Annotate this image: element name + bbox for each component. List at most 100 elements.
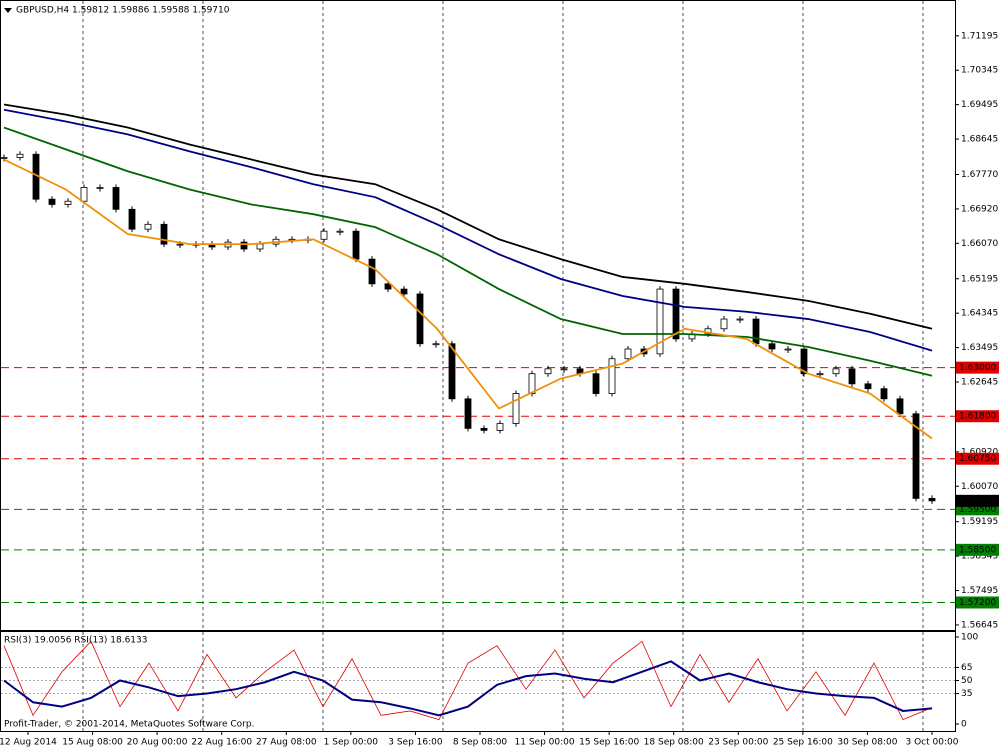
level-label: 1.61800 xyxy=(959,412,996,422)
candle xyxy=(896,398,904,415)
candle xyxy=(96,187,104,189)
candle xyxy=(64,200,72,205)
candle xyxy=(816,373,824,376)
candle xyxy=(144,223,152,230)
y-tick-label: 1.62645 xyxy=(961,378,998,388)
candle xyxy=(320,230,328,240)
level-label: 1.60750 xyxy=(959,454,996,464)
chart-title: GBPUSD,H4 1.59812 1.59886 1.59588 1.5971… xyxy=(16,6,230,16)
candle xyxy=(400,288,408,295)
y-tick-label: 50 xyxy=(961,676,973,686)
candle xyxy=(672,288,680,340)
candle xyxy=(624,348,632,360)
x-tick-label: 15 Sep 16:00 xyxy=(579,738,639,748)
level-label: 1.57200 xyxy=(959,598,996,608)
y-tick-label: 100 xyxy=(961,633,978,643)
y-tick-label: 1.60920 xyxy=(961,447,998,457)
candle xyxy=(880,388,888,400)
level-label: 1.63000 xyxy=(959,363,996,373)
candle xyxy=(752,318,760,345)
y-tick-label: 35 xyxy=(961,689,972,699)
candle xyxy=(416,293,424,345)
y-tick-label: 1.68645 xyxy=(961,135,998,145)
y-tick-label: 1.57495 xyxy=(961,586,998,596)
x-tick-label: 11 Sep 00:00 xyxy=(515,738,575,748)
candle xyxy=(592,373,600,394)
x-tick-label: 30 Sep 08:00 xyxy=(837,738,897,748)
x-tick-label: 12 Aug 2014 xyxy=(0,738,57,748)
level-tag xyxy=(956,361,999,374)
rsi-line xyxy=(3,660,933,717)
candle xyxy=(0,157,8,159)
copyright: Profit-Trader, © 2001-2014, MetaQuotes S… xyxy=(4,720,254,730)
candle xyxy=(432,343,440,346)
x-tick-label: 1 Sep 00:00 xyxy=(324,738,379,748)
x-tick-label: 27 Aug 08:00 xyxy=(256,738,317,748)
candle xyxy=(800,348,808,375)
menu-arrow xyxy=(4,8,12,13)
candle xyxy=(160,223,168,245)
candle xyxy=(80,187,88,202)
candle xyxy=(48,198,56,205)
candle xyxy=(928,498,936,502)
candle xyxy=(736,318,744,321)
candle xyxy=(128,208,136,230)
rsi-title: RSI(3) 19.0056 RSI(13) 18.6133 xyxy=(4,636,147,646)
rsi-line xyxy=(3,640,933,721)
candle xyxy=(352,230,360,260)
candle xyxy=(784,348,792,351)
y-tick-label: 1.66920 xyxy=(961,204,998,214)
moving-average xyxy=(3,158,933,440)
candle xyxy=(16,153,24,158)
y-tick-label: 1.60070 xyxy=(961,482,998,492)
y-tick-label: 1.63495 xyxy=(961,343,998,353)
x-tick-label: 20 Aug 00:00 xyxy=(127,738,188,748)
y-tick-label: 1.69495 xyxy=(961,100,998,110)
y-tick-label: 1.58345 xyxy=(961,552,998,562)
candle xyxy=(448,343,456,400)
y-tick-label: 65 xyxy=(961,663,972,673)
candle xyxy=(768,343,776,350)
y-tick-label: 1.65195 xyxy=(961,274,998,284)
candle xyxy=(608,358,616,394)
candle xyxy=(912,413,920,499)
candle xyxy=(464,398,472,429)
candle xyxy=(864,383,872,390)
candle xyxy=(496,423,504,431)
y-tick-label: 1.70345 xyxy=(961,66,998,76)
candle xyxy=(528,373,536,394)
candle xyxy=(256,243,264,250)
level-tag xyxy=(956,596,999,609)
moving-average xyxy=(3,126,933,377)
y-tick-label: 0 xyxy=(961,720,967,730)
x-tick-label: 22 Aug 16:00 xyxy=(191,738,252,748)
rsi-panel-border xyxy=(0,631,956,732)
candle xyxy=(336,230,344,233)
candle xyxy=(512,393,520,424)
current-price-tag xyxy=(956,494,999,507)
y-tick-label: 1.67770 xyxy=(961,170,998,180)
moving-average xyxy=(3,108,933,352)
level-label: 1.58500 xyxy=(959,545,996,555)
candle xyxy=(176,243,184,246)
y-tick-label: 1.66070 xyxy=(961,239,998,249)
candle xyxy=(240,241,248,250)
x-tick-label: 18 Sep 08:00 xyxy=(644,738,704,748)
candle xyxy=(832,368,840,375)
candle xyxy=(720,318,728,330)
candle xyxy=(560,368,568,371)
level-tag xyxy=(956,452,999,465)
level-label: 1.59500 xyxy=(959,505,996,515)
candle xyxy=(112,187,120,210)
current-price-label: 1.59710 xyxy=(959,496,996,506)
x-tick-label: 15 Aug 08:00 xyxy=(62,738,123,748)
y-tick-label: 1.71195 xyxy=(961,31,998,41)
y-tick-label: 1.59195 xyxy=(961,517,998,527)
candle xyxy=(480,427,488,431)
candle xyxy=(384,283,392,290)
y-tick-label: 1.56645 xyxy=(961,620,998,630)
x-tick-label: 3 Oct 00:00 xyxy=(906,738,959,748)
moving-average xyxy=(3,103,933,330)
level-tag xyxy=(956,410,999,423)
